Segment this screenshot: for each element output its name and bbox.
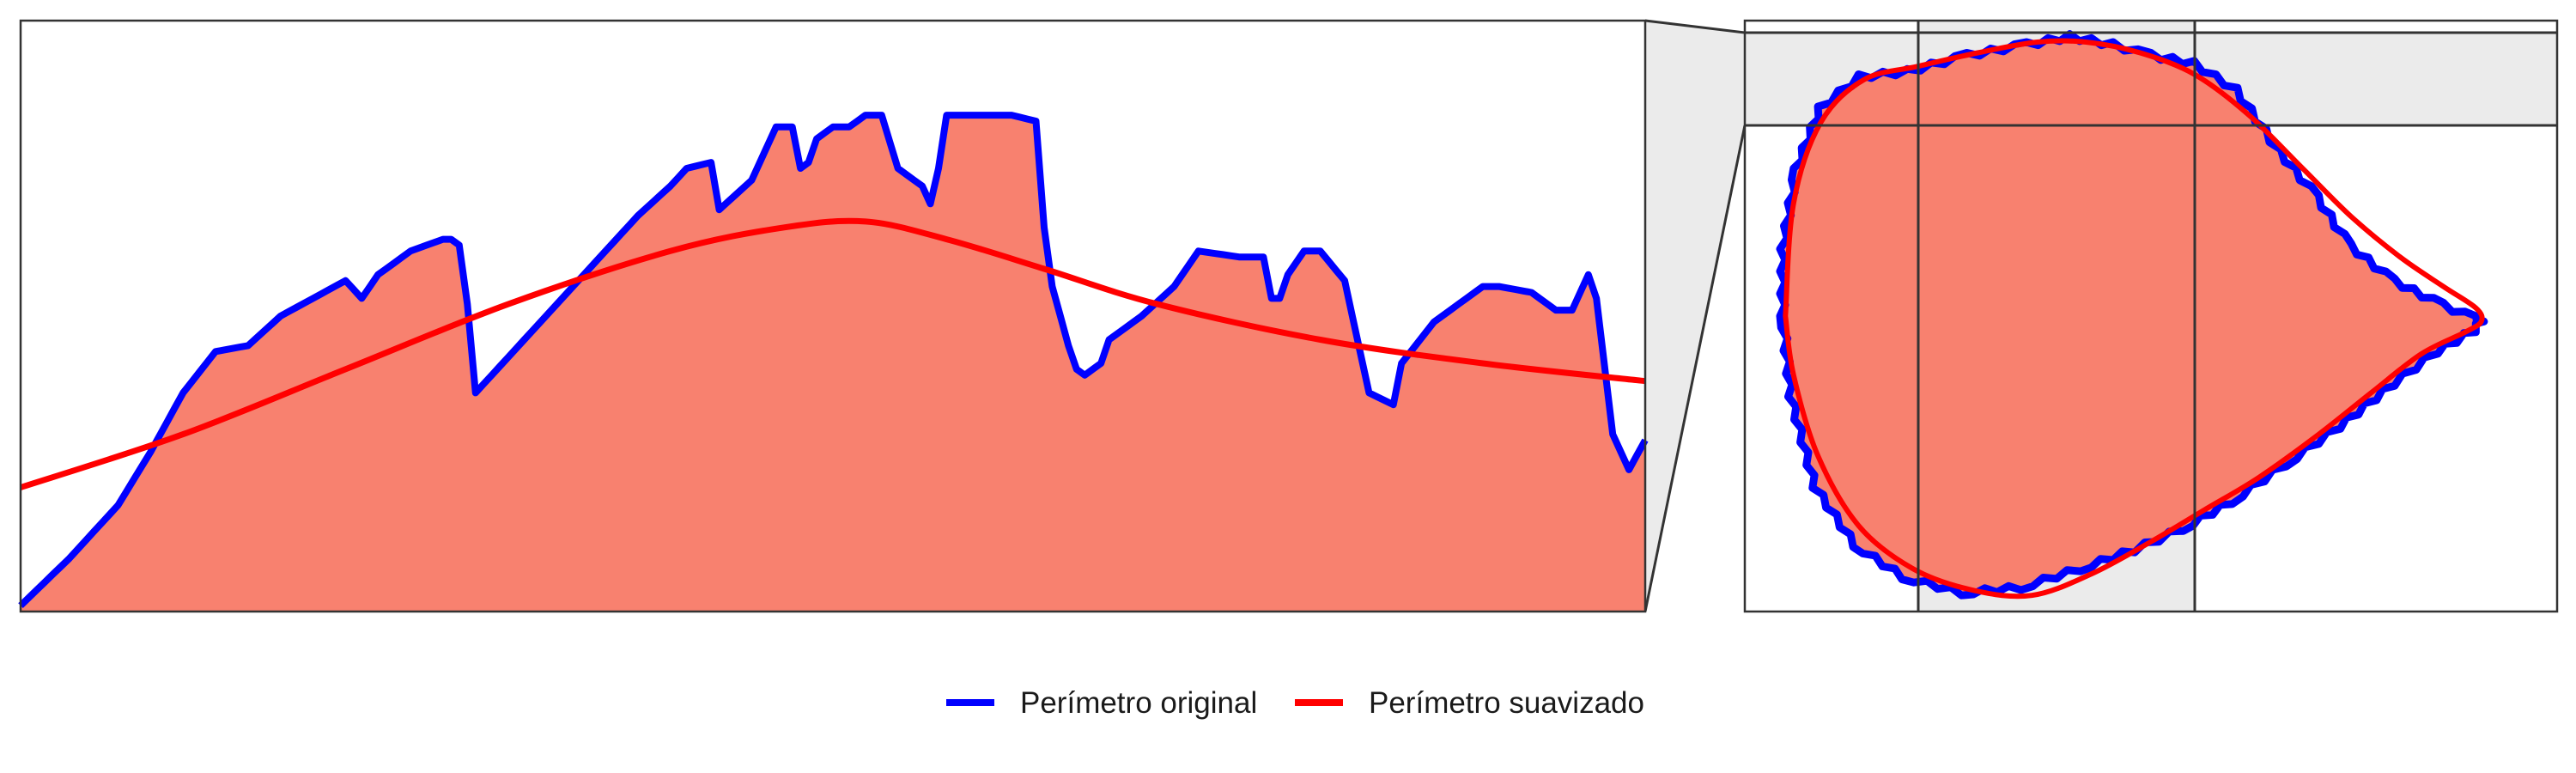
detail-smoothed-perimeter-line xyxy=(19,217,1646,490)
detail-panel-frame xyxy=(19,19,1647,613)
detail-area-fill xyxy=(21,115,1645,612)
legend: Perímetro original Perímetro suavizado xyxy=(946,686,1644,720)
overview-panel-frame xyxy=(1743,19,2559,613)
overview-panel xyxy=(1743,19,2559,613)
overview-smoothed-perimeter-line xyxy=(1783,38,2485,600)
legend-label-smoothed: Perímetro suavizado xyxy=(1369,686,1644,720)
zoom-connector-shade xyxy=(1645,21,1745,612)
legend-label-original: Perímetro original xyxy=(1020,686,1257,720)
zoom-connector-line-bottom xyxy=(1643,125,1747,612)
zoom-connector-line-top xyxy=(1644,19,1746,34)
detail-panel xyxy=(18,19,1649,613)
detail-original-perimeter-line xyxy=(18,112,1649,608)
